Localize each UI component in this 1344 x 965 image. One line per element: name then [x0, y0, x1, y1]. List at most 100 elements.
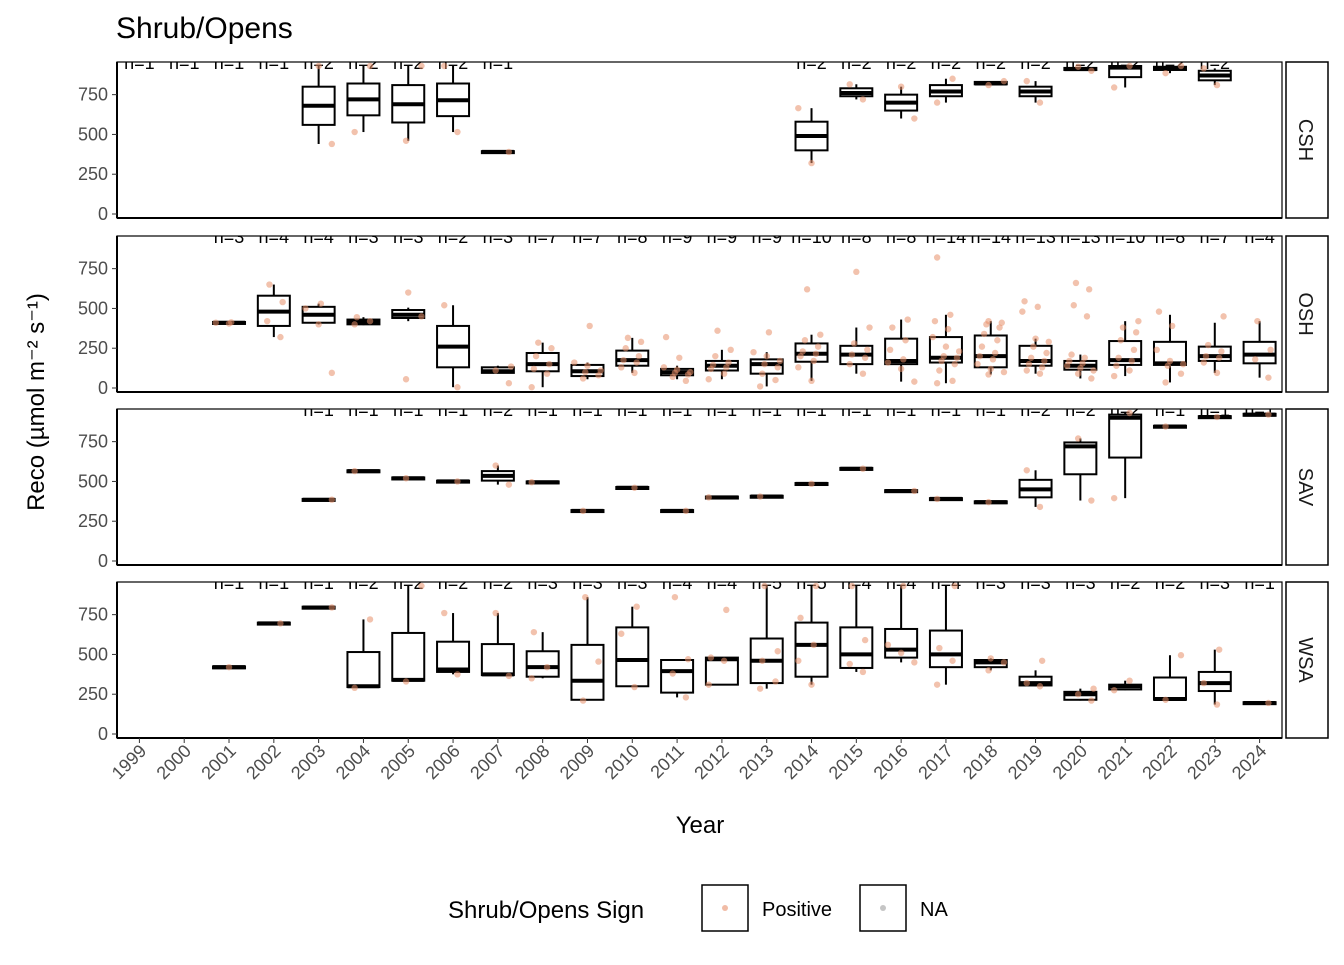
x-tick-label: 2008 — [511, 741, 553, 783]
data-point — [723, 606, 730, 614]
box-2022 — [1152, 62, 1187, 77]
box-2004 — [346, 467, 381, 475]
data-point — [315, 62, 322, 70]
data-point — [1036, 370, 1044, 377]
data-point — [859, 668, 867, 676]
box-2016 — [884, 83, 919, 122]
n-label: n=9 — [751, 227, 782, 247]
n-label: n=8 — [886, 227, 917, 247]
data-point — [949, 657, 956, 664]
n-label: n=1 — [303, 573, 334, 593]
data-point — [633, 359, 640, 366]
n-label: n=2 — [438, 573, 469, 593]
box-2004 — [346, 62, 381, 136]
box-2018 — [973, 317, 1008, 378]
data-point — [884, 641, 892, 649]
data-point — [1200, 359, 1207, 366]
box-body — [794, 621, 829, 678]
data-point — [1023, 77, 1030, 85]
data-point — [543, 370, 551, 377]
box-2023 — [1197, 413, 1232, 421]
data-point — [1090, 685, 1097, 692]
data-point — [712, 352, 719, 360]
data-point — [1168, 322, 1176, 330]
data-point — [933, 495, 941, 503]
panel-frame — [116, 61, 1283, 219]
n-label: n=10 — [1105, 227, 1146, 247]
x-tick-label: 2001 — [197, 741, 239, 783]
n-label: n=1 — [169, 53, 200, 73]
data-point — [687, 368, 694, 376]
facet-panels: 0 250 500 750 CSH n=2 n=2 n=2 n=2 n=1 n=2 n=2 n=2 n=2… — [78, 53, 1329, 744]
n-label: n=1 — [1200, 400, 1231, 420]
data-point — [761, 582, 768, 590]
panel-marks: n=1 n=1 n=1 n=2 n=2 n=2 n=2 n=3 n=3 n=3 n=4 n=4 n=5 n… — [212, 573, 1277, 708]
box-2021 — [1108, 62, 1143, 91]
n-label: n=1 — [259, 53, 290, 73]
data-point — [759, 370, 766, 377]
box-2016 — [884, 316, 919, 385]
n-label: n=1 — [527, 400, 558, 420]
data-point — [530, 628, 538, 636]
panel-frame — [116, 581, 1283, 739]
data-point — [1110, 372, 1118, 380]
n-label: n=4 — [1244, 227, 1275, 247]
data-point — [866, 324, 873, 331]
y-tick-label: 500 — [78, 471, 108, 491]
data-point — [1034, 303, 1041, 311]
x-tick-label: 2023 — [1183, 741, 1225, 783]
data-point — [861, 354, 869, 361]
data-point — [723, 364, 730, 371]
data-point — [1265, 411, 1272, 418]
x-tick-label: 2003 — [287, 741, 329, 783]
data-point — [1130, 346, 1138, 354]
box-2010 — [615, 334, 650, 377]
data-point — [618, 630, 625, 637]
data-point — [1113, 362, 1120, 369]
facet-strip — [1285, 581, 1329, 739]
box-2019 — [1018, 298, 1053, 377]
box-2003 — [301, 62, 336, 148]
data-point — [1066, 357, 1073, 365]
y-tick-label: 750 — [78, 259, 108, 279]
data-point — [635, 352, 643, 360]
data-point — [1074, 691, 1082, 698]
data-point — [624, 334, 632, 342]
box-2007 — [480, 609, 515, 680]
data-point — [1265, 699, 1272, 707]
x-tick-label: 2006 — [421, 741, 463, 783]
data-point — [808, 377, 815, 385]
y-tick-label: 250 — [78, 164, 108, 184]
data-point — [1038, 364, 1046, 371]
data-point — [938, 357, 945, 365]
n-label: n=1 — [841, 400, 872, 420]
data-point — [1074, 370, 1082, 377]
data-point — [1000, 659, 1008, 666]
box-2023 — [1197, 646, 1232, 708]
x-tick-label: 2014 — [780, 741, 822, 783]
data-point — [505, 481, 513, 488]
chart-title: Shrub/Opens — [116, 12, 293, 45]
data-point — [1177, 62, 1185, 70]
box-2019 — [1018, 77, 1053, 106]
data-point — [974, 360, 981, 368]
box-2009 — [570, 322, 605, 382]
box-2024 — [1242, 699, 1277, 707]
data-point — [705, 494, 712, 501]
data-point — [1204, 341, 1212, 349]
data-point — [1030, 343, 1037, 350]
n-label: n=1 — [259, 573, 290, 593]
data-point — [1218, 348, 1225, 355]
data-point — [1072, 279, 1080, 287]
data-point — [900, 582, 907, 590]
n-label: n=2 — [1020, 400, 1051, 420]
n-label: n=3 — [1065, 573, 1096, 593]
data-point — [225, 663, 233, 671]
x-axis-label: Year — [676, 812, 725, 839]
data-point — [492, 367, 499, 374]
n-label: n=2 — [1200, 53, 1231, 73]
n-label: n=1 — [572, 400, 603, 420]
data-point — [402, 475, 410, 482]
box-2001 — [212, 663, 247, 671]
